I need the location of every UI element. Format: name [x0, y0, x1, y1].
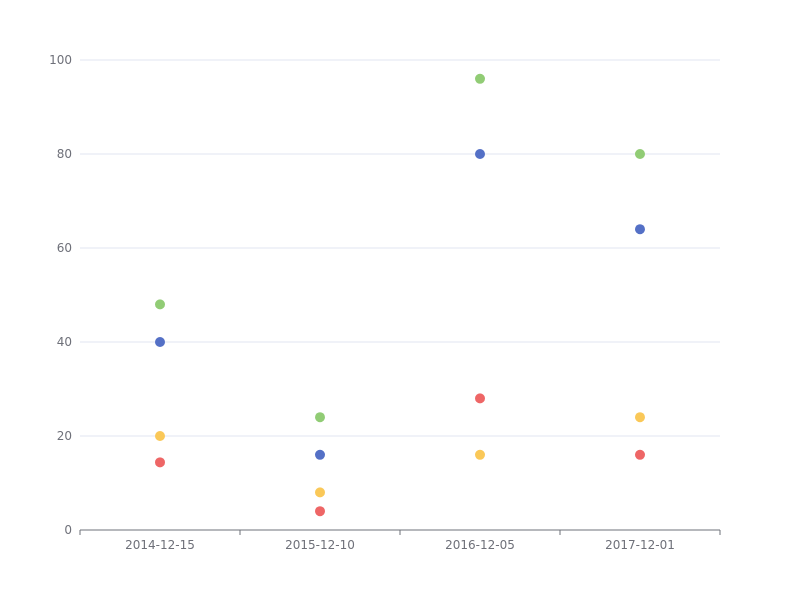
- y-axis-labels: 0 20 40 60 80 100: [49, 53, 72, 537]
- data-point-series-1-2016-12-05[interactable]: [475, 73, 485, 84]
- x-axis-labels: 2014-12-15 2015-12-10 2016-12-05 2017-12-01: [125, 538, 675, 552]
- data-point-series-3-2016-12-05[interactable]: [475, 449, 485, 460]
- data-point-series-1-2015-12-10[interactable]: [315, 412, 325, 423]
- y-tick-label: 100: [49, 53, 72, 67]
- data-point-series-1-2017-12-01[interactable]: [635, 149, 645, 159]
- x-tick-label: 2015-12-10: [285, 538, 355, 552]
- x-axis: [79, 529, 721, 535]
- data-point-series-3-2014-12-15[interactable]: [155, 431, 165, 441]
- y-tick-label: 0: [64, 523, 72, 537]
- y-tick-label: 80: [57, 147, 72, 161]
- data-point-series-4-2015-12-10[interactable]: [315, 506, 325, 517]
- data-point-series-3-2015-12-10[interactable]: [315, 487, 325, 498]
- data-point-series-2-2015-12-10[interactable]: [315, 449, 325, 460]
- x-tick-label: 2014-12-15: [125, 538, 195, 552]
- data-point-series-2-2017-12-01[interactable]: [635, 224, 645, 235]
- x-tick-label: 2017-12-01: [605, 538, 675, 552]
- data-point-series-2-2014-12-15[interactable]: [155, 337, 165, 347]
- data-point-series-1-2014-12-15[interactable]: [155, 299, 165, 310]
- data-point-series-4-2014-12-15[interactable]: [155, 457, 165, 468]
- data-point-series-3-2017-12-01[interactable]: [635, 412, 645, 423]
- data-points: [155, 73, 645, 517]
- x-tick-label: 2016-12-05: [445, 538, 515, 552]
- y-tick-label: 40: [57, 335, 72, 349]
- y-tick-label: 60: [57, 241, 72, 255]
- data-point-series-4-2017-12-01[interactable]: [635, 449, 645, 460]
- data-point-series-2-2016-12-05[interactable]: [475, 149, 485, 159]
- data-point-series-4-2016-12-05[interactable]: [475, 393, 485, 404]
- grid-lines: [80, 59, 720, 437]
- y-tick-label: 20: [57, 429, 72, 443]
